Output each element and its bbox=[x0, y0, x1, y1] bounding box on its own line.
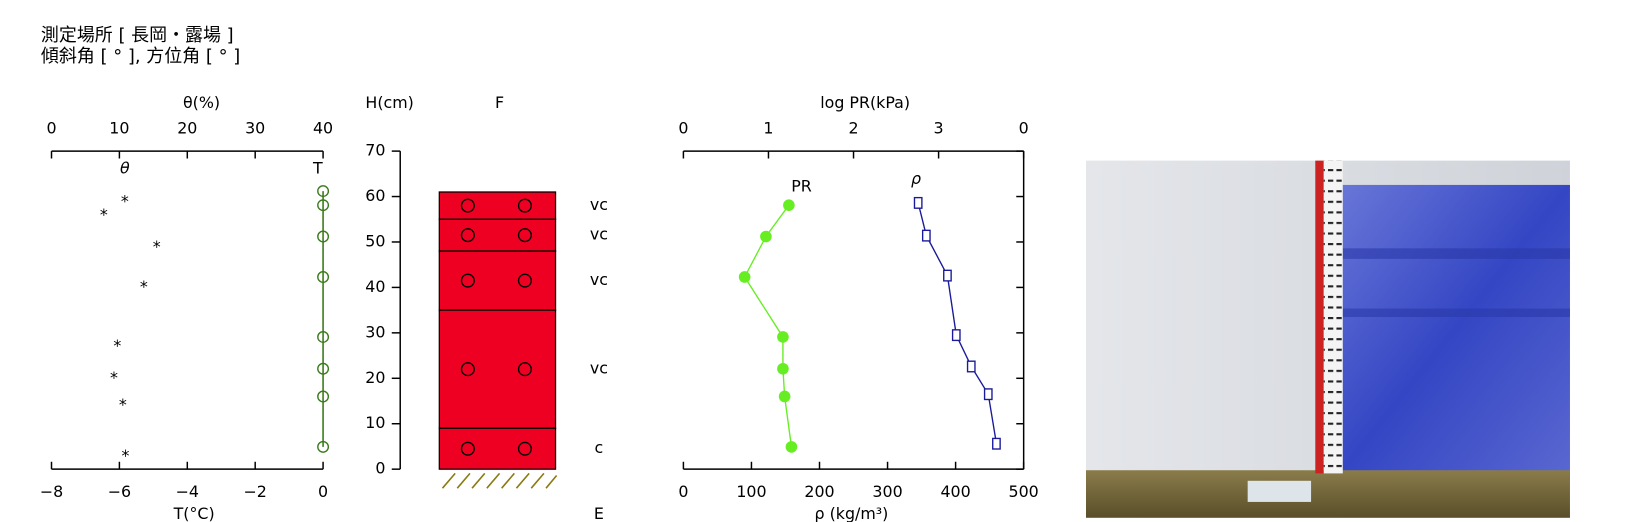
header-location: 測定場所 [ 長岡・露場 ] bbox=[41, 25, 234, 46]
y-tick-label: 10 bbox=[365, 413, 385, 432]
tick-label: 500 bbox=[1009, 482, 1039, 501]
point bbox=[777, 331, 789, 343]
tick-label: −4 bbox=[176, 482, 199, 501]
series-name: θ bbox=[120, 159, 130, 178]
tick-label: 10 bbox=[109, 118, 129, 137]
grain-label: vc bbox=[590, 225, 608, 244]
point bbox=[317, 390, 330, 403]
point: * bbox=[121, 191, 129, 210]
grain-label: vc bbox=[590, 270, 608, 289]
tick-label: 200 bbox=[804, 482, 834, 501]
point: * bbox=[113, 336, 121, 355]
point bbox=[317, 230, 330, 243]
series-name: ρ bbox=[911, 169, 921, 188]
tick-label: 30 bbox=[245, 118, 265, 137]
point: * bbox=[110, 368, 118, 387]
layer bbox=[438, 250, 557, 311]
point bbox=[951, 329, 961, 342]
point: * bbox=[122, 446, 130, 465]
tick-label: 400 bbox=[940, 482, 970, 501]
layer bbox=[438, 427, 557, 470]
point bbox=[992, 437, 1001, 450]
series-name: PR bbox=[791, 177, 812, 196]
layer bbox=[438, 191, 557, 220]
column-footer: E bbox=[594, 504, 604, 522]
tick-label: 100 bbox=[736, 482, 766, 501]
grain-symbol bbox=[460, 441, 475, 456]
point bbox=[317, 199, 330, 212]
hatch bbox=[441, 472, 558, 489]
point bbox=[317, 330, 330, 343]
point bbox=[317, 440, 330, 453]
tick-label: 40 bbox=[313, 118, 333, 137]
point bbox=[966, 360, 976, 373]
tick-label: 20 bbox=[177, 118, 197, 137]
y-tick-label: 70 bbox=[365, 141, 385, 160]
point bbox=[778, 390, 791, 403]
point: * bbox=[153, 237, 161, 256]
grain-symbol bbox=[517, 198, 532, 213]
tick-label: 2 bbox=[848, 118, 858, 137]
grain-symbol bbox=[517, 362, 532, 377]
grain-label: vc bbox=[590, 359, 608, 378]
grain-symbol bbox=[517, 441, 532, 456]
header-angles: 傾斜角 [ ° ], 方位角 [ ° ] bbox=[41, 46, 240, 67]
grain-label: c bbox=[595, 438, 604, 457]
point bbox=[317, 362, 330, 375]
tick-label: 0 bbox=[318, 482, 328, 501]
series-name: T bbox=[312, 159, 323, 178]
tick-label: 0 bbox=[678, 118, 688, 137]
point bbox=[317, 270, 330, 283]
photo bbox=[1086, 160, 1570, 518]
grain-symbol bbox=[517, 273, 532, 288]
point bbox=[983, 388, 993, 401]
tick-label: −2 bbox=[244, 482, 267, 501]
grain-symbol bbox=[460, 228, 475, 243]
grain-symbol bbox=[517, 228, 532, 243]
y-tick-label: 40 bbox=[365, 277, 385, 296]
tick-label: 0 bbox=[46, 118, 56, 137]
layer bbox=[438, 218, 557, 252]
grain-symbol bbox=[460, 362, 475, 377]
axis-title: ρ (kg/m³) bbox=[815, 504, 889, 522]
y-tick-label: 50 bbox=[365, 231, 385, 250]
tick-label: 0 bbox=[1019, 118, 1029, 137]
grain-symbol bbox=[460, 198, 475, 213]
grain-symbol bbox=[460, 273, 475, 288]
point bbox=[777, 362, 789, 375]
tick-label: 1 bbox=[763, 118, 773, 137]
column-title: F bbox=[495, 93, 504, 112]
point: * bbox=[119, 395, 127, 414]
axis-title: H(cm) bbox=[365, 93, 413, 112]
point: * bbox=[140, 277, 148, 296]
tick-label: −6 bbox=[108, 482, 131, 501]
point bbox=[760, 230, 772, 243]
tick-label: −8 bbox=[40, 482, 63, 501]
tick-label: 300 bbox=[872, 482, 902, 501]
point bbox=[785, 441, 798, 453]
y-tick-label: 60 bbox=[365, 186, 385, 205]
axis-title: θ(%) bbox=[183, 93, 220, 112]
point bbox=[783, 199, 795, 211]
point bbox=[921, 229, 931, 242]
tick-label: 0 bbox=[678, 482, 688, 501]
point bbox=[943, 269, 952, 282]
layer bbox=[438, 309, 557, 429]
point: * bbox=[100, 205, 108, 224]
point bbox=[738, 271, 751, 283]
y-tick-label: 0 bbox=[375, 459, 385, 478]
axis-title: T(°C) bbox=[173, 504, 215, 522]
grain-label: vc bbox=[590, 195, 608, 214]
point bbox=[317, 185, 330, 198]
tick-label: 3 bbox=[934, 118, 944, 137]
point bbox=[913, 196, 923, 209]
y-tick-label: 30 bbox=[365, 322, 385, 341]
axis-title: log PR(kPa) bbox=[820, 93, 910, 112]
y-tick-label: 20 bbox=[365, 368, 385, 387]
